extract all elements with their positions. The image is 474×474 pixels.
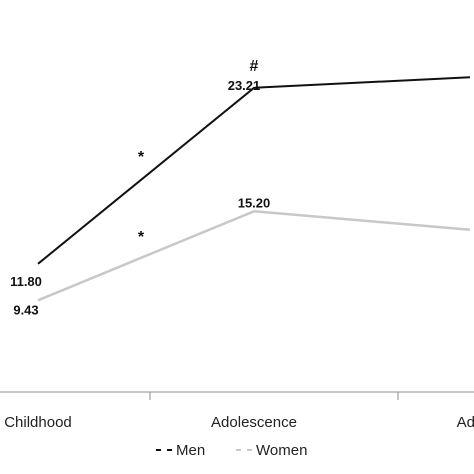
series-line-men (37, 76, 471, 265)
significance-marker: * (138, 149, 145, 166)
legend-label-women: Women (256, 442, 307, 459)
significance-marker: # (250, 58, 259, 75)
data-label-men: 23.21 (228, 78, 261, 93)
x-tick-label: Childhood (4, 414, 72, 431)
legend-label-men: Men (176, 442, 205, 459)
significance-marker: * (138, 229, 145, 246)
data-label-men: 11.80 (10, 274, 42, 289)
legend: Men Women (156, 442, 307, 459)
series-line-women (37, 210, 471, 302)
data-label-women: 15.20 (238, 195, 271, 210)
x-tick-label: Adolescence (211, 414, 297, 431)
x-tick-label: Adu (457, 414, 474, 431)
data-label-women: 9.43 (13, 302, 38, 317)
